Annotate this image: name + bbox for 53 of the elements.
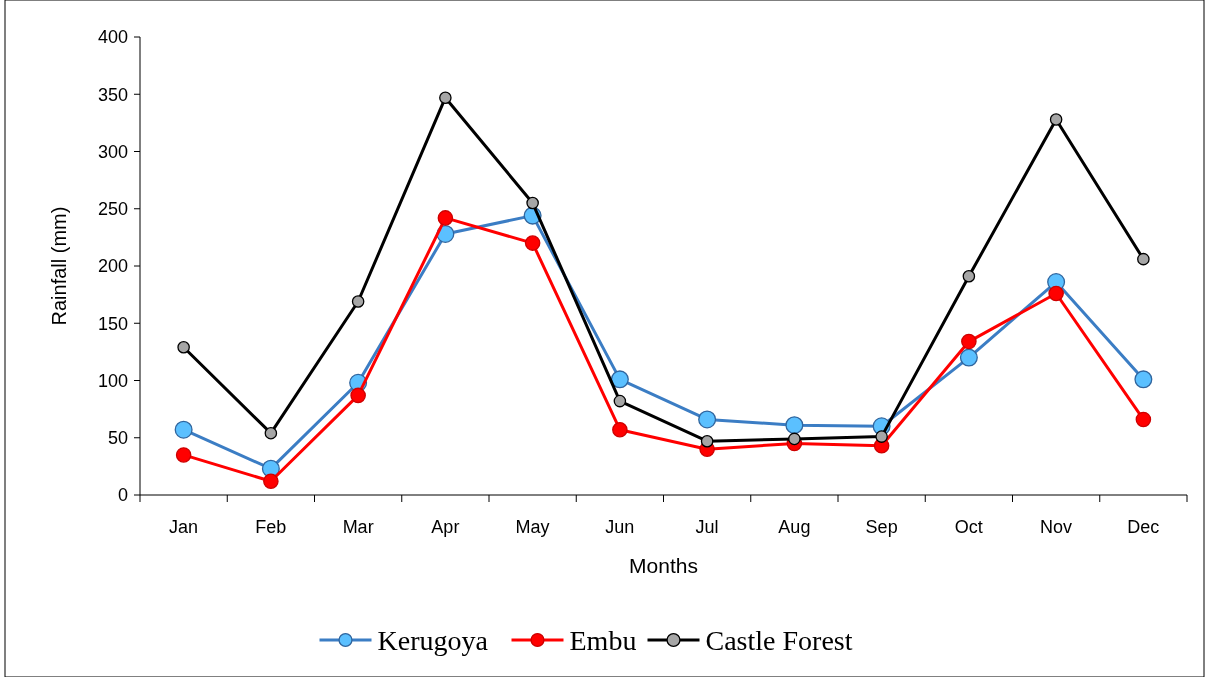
y-tick-label: 300 xyxy=(97,141,128,162)
point xyxy=(612,421,628,438)
y-tick-label: 200 xyxy=(97,256,128,277)
point xyxy=(526,196,539,210)
point xyxy=(788,432,801,446)
point xyxy=(610,370,629,389)
point xyxy=(1134,370,1153,389)
point xyxy=(437,210,454,226)
point xyxy=(264,426,278,440)
x-tick-label: May xyxy=(515,517,550,537)
x-tick-label: Jan xyxy=(169,517,199,537)
point xyxy=(350,387,366,404)
point xyxy=(524,235,541,251)
point xyxy=(1135,411,1152,428)
legend-label: Kerugoya xyxy=(377,624,489,656)
point xyxy=(959,348,978,367)
point xyxy=(351,295,365,308)
point xyxy=(177,341,190,354)
y-tick-label: 250 xyxy=(97,199,128,220)
point xyxy=(1137,252,1150,266)
x-tick-label: Aug xyxy=(778,517,811,537)
y-tick-label: 50 xyxy=(107,428,128,449)
point xyxy=(962,270,976,283)
x-tick-label: Jun xyxy=(605,517,635,537)
point xyxy=(439,91,452,104)
y-tick-label: 350 xyxy=(97,84,128,105)
point xyxy=(263,473,279,490)
legend-label: Castle Forest xyxy=(705,624,853,656)
point xyxy=(875,430,888,443)
x-tick-label: Jul xyxy=(695,517,719,537)
point xyxy=(700,434,714,448)
point xyxy=(613,394,627,408)
y-tick-label: 400 xyxy=(97,27,128,48)
point xyxy=(1049,113,1063,126)
legend-label: Embu xyxy=(569,624,637,656)
y-tick-label: 150 xyxy=(97,313,128,334)
x-tick-label: Dec xyxy=(1127,517,1160,537)
point xyxy=(174,420,193,439)
point xyxy=(175,447,192,463)
point xyxy=(961,333,977,350)
point xyxy=(698,410,717,429)
x-tick-label: Apr xyxy=(431,517,460,537)
x-tick-label: Oct xyxy=(954,517,983,537)
x-tick-label: Nov xyxy=(1040,517,1073,537)
x-tick-label: Feb xyxy=(255,517,287,537)
x-tick-label: Mar xyxy=(342,517,374,537)
y-tick-label: 100 xyxy=(97,370,128,391)
x-axis-title: Months xyxy=(629,554,698,577)
point xyxy=(785,416,804,435)
x-tick-label: Sep xyxy=(865,517,898,537)
y-axis-title: Rainfall (mm) xyxy=(48,206,70,326)
y-tick-label: 0 xyxy=(117,485,128,506)
point xyxy=(1048,285,1064,302)
